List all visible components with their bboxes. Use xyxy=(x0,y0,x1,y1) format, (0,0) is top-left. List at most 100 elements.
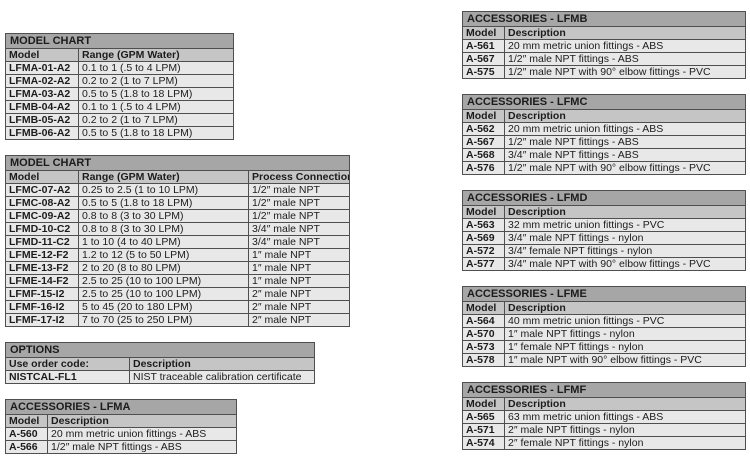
description-cell: 2.5 to 25 (10 to 100 LPM) xyxy=(78,287,249,301)
column-header: Description xyxy=(504,301,746,315)
description-cell: 7 to 70 (25 to 250 LPM) xyxy=(78,313,249,327)
table-row: A-577 3/4″ male NPT with 90° elbow fittin… xyxy=(462,257,746,271)
column-header: Description xyxy=(129,357,315,371)
header-row: Model Description xyxy=(462,109,746,123)
data-table: Model Description A-563 32 mm metric union … xyxy=(462,205,746,271)
accessories-lfmd-table: ACCESSORIES - LFMD Model Description A-563 3… xyxy=(462,190,746,271)
description-cell: 0.5 to 5 (1.8 to 18 LPM) xyxy=(78,126,234,140)
table-row: A-568 3/4″ male NPT fittings - ABS xyxy=(462,148,746,162)
table-row: A-574 2″ female NPT fittings - nylon xyxy=(462,436,746,450)
model-cell: A-578 xyxy=(462,353,505,367)
left-column: MODEL CHART Model Range (GPM Water) LFMA-01… xyxy=(5,33,350,469)
header-row: Use order code: Description xyxy=(5,357,315,371)
model-cell: A-567 xyxy=(462,135,505,149)
column-header: Model xyxy=(462,109,505,123)
table-row: LFMF-17-I2 7 to 70 (25 to 250 LPM) 2″ male… xyxy=(5,313,350,327)
description-cell: 1/2″ male NPT fittings - ABS xyxy=(47,440,237,454)
table-row: NISTCAL-FL1 NIST traceable calibration ce… xyxy=(5,370,315,384)
header-row: Model Description xyxy=(462,205,746,219)
description-cell: 0.8 to 8 (3 to 30 LPM) xyxy=(78,209,249,223)
model-cell: LFMB-04-A2 xyxy=(5,100,79,114)
table-row: A-562 20 mm metric union fittings - ABS xyxy=(462,122,746,136)
data-table: Model Description A-562 20 mm metric union … xyxy=(462,109,746,175)
description-cell: 1″ female NPT fittings - nylon xyxy=(504,340,746,354)
model-cell: LFMD-11-C2 xyxy=(5,235,79,249)
model-cell: LFME-13-F2 xyxy=(5,261,79,275)
table-row: A-573 1″ female NPT fittings - nylon xyxy=(462,340,746,354)
table-row: LFMB-05-A2 0.2 to 2 (1 to 7 LPM) xyxy=(5,113,234,127)
header-row: Model Description xyxy=(462,301,746,315)
table-row: LFMB-04-A2 0.1 to 1 (.5 to 4 LPM) xyxy=(5,100,234,114)
table-row: A-565 63 mm metric union fittings - ABS xyxy=(462,410,746,424)
description-cell: 2″ male NPT xyxy=(248,313,350,327)
model-cell: A-569 xyxy=(462,231,505,245)
table-row: LFMF-15-I2 2.5 to 25 (10 to 100 LPM) 2″ ma… xyxy=(5,287,350,301)
data-table: Model Description A-564 40 mm metric union … xyxy=(462,301,746,367)
table-title: ACCESSORIES - LFMC xyxy=(462,94,746,109)
model-cell: A-576 xyxy=(462,161,505,175)
description-cell: 3/4″ male NPT fittings - nylon xyxy=(504,231,746,245)
table-title: OPTIONS xyxy=(5,342,315,357)
model-cell: LFMA-02-A2 xyxy=(5,74,79,88)
column-header: Description xyxy=(504,205,746,219)
table-title: ACCESSORIES - LFMB xyxy=(462,11,746,26)
model-cell: A-564 xyxy=(462,314,505,328)
table-row: A-564 40 mm metric union fittings - PVC xyxy=(462,314,746,328)
table-row: LFMA-02-A2 0.2 to 2 (1 to 7 LPM) xyxy=(5,74,234,88)
description-cell: 1″ male NPT with 90° elbow fittings - PV… xyxy=(504,353,746,367)
table-row: A-576 1/2″ male NPT with 90° elbow fittin… xyxy=(462,161,746,175)
header-row: Model Description xyxy=(462,397,746,411)
description-cell: 1.2 to 12 (5 to 50 LPM) xyxy=(78,248,249,262)
table-row: LFME-13-F2 2 to 20 (8 to 80 LPM) 1″ male N… xyxy=(5,261,350,275)
description-cell: 0.2 to 2 (1 to 7 LPM) xyxy=(78,113,234,127)
model-cell: A-568 xyxy=(462,148,505,162)
model-cell: A-571 xyxy=(462,423,505,437)
model-cell: LFMA-03-A2 xyxy=(5,87,79,101)
model-cell: A-560 xyxy=(5,427,48,441)
data-table: Model Description A-560 20 mm metric union … xyxy=(5,414,237,454)
column-header: Range (GPM Water) xyxy=(78,170,249,184)
description-cell: 2.5 to 25 (10 to 100 LPM) xyxy=(78,274,249,288)
description-cell: 0.8 to 8 (3 to 30 LPM) xyxy=(78,222,249,236)
column-header: Range (GPM Water) xyxy=(78,48,234,62)
description-cell: 3/4″ female NPT fittings - nylon xyxy=(504,244,746,258)
description-cell: 5 to 45 (20 to 180 LPM) xyxy=(78,300,249,314)
description-cell: 1/2″ male NPT with 90° elbow fittings - … xyxy=(504,65,746,79)
model-cell: LFMB-05-A2 xyxy=(5,113,79,127)
model-chart-table-b: MODEL CHART Model Range (GPM Water) Process… xyxy=(5,155,350,327)
table-row: LFMC-09-A2 0.8 to 8 (3 to 30 LPM) 1/2″ mal… xyxy=(5,209,350,223)
description-cell: 0.5 to 5 (1.8 to 18 LPM) xyxy=(78,87,234,101)
model-cell: LFMB-06-A2 xyxy=(5,126,79,140)
data-table: Model Range (GPM Water) Process Connection… xyxy=(5,170,350,327)
column-header: Process Connection xyxy=(248,170,350,184)
description-cell: 0.1 to 1 (.5 to 4 LPM) xyxy=(78,100,234,114)
header-row: Model Description xyxy=(462,26,746,40)
header-row: Model Description xyxy=(5,414,237,428)
model-cell: LFME-14-F2 xyxy=(5,274,79,288)
table-row: LFMD-10-C2 0.8 to 8 (3 to 30 LPM) 3/4″ mal… xyxy=(5,222,350,236)
description-cell: 20 mm metric union fittings - ABS xyxy=(504,39,746,53)
column-header: Description xyxy=(504,26,746,40)
model-cell: A-562 xyxy=(462,122,505,136)
description-cell: 3/4″ male NPT with 90° elbow fittings - … xyxy=(504,257,746,271)
table-row: LFMA-01-A2 0.1 to 1 (.5 to 4 LPM) xyxy=(5,61,234,75)
column-header: Description xyxy=(504,109,746,123)
column-header: Model xyxy=(462,397,505,411)
description-cell: 32 mm metric union fittings - PVC xyxy=(504,218,746,232)
description-cell: 3/4″ male NPT xyxy=(248,235,350,249)
table-row: A-571 2″ male NPT fittings - nylon xyxy=(462,423,746,437)
description-cell: 2″ male NPT fittings - nylon xyxy=(504,423,746,437)
model-cell: A-561 xyxy=(462,39,505,53)
description-cell: 1″ male NPT fittings - nylon xyxy=(504,327,746,341)
accessories-lfma-table: ACCESSORIES - LFMA Model Description A-560 2… xyxy=(5,399,237,454)
table-row: A-563 32 mm metric union fittings - PVC xyxy=(462,218,746,232)
table-row: A-561 20 mm metric union fittings - ABS xyxy=(462,39,746,53)
description-cell: 0.25 to 2.5 (1 to 10 LPM) xyxy=(78,183,249,197)
table-title: ACCESSORIES - LFME xyxy=(462,286,746,301)
model-cell: LFMF-16-I2 xyxy=(5,300,79,314)
table-row: A-572 3/4″ female NPT fittings - nylon xyxy=(462,244,746,258)
description-cell: 20 mm metric union fittings - ABS xyxy=(47,427,237,441)
description-cell: 63 mm metric union fittings - ABS xyxy=(504,410,746,424)
table-row: A-575 1/2″ male NPT with 90° elbow fittin… xyxy=(462,65,746,79)
accessories-lfmf-table: ACCESSORIES - LFMF Model Description A-565 6… xyxy=(462,382,746,450)
